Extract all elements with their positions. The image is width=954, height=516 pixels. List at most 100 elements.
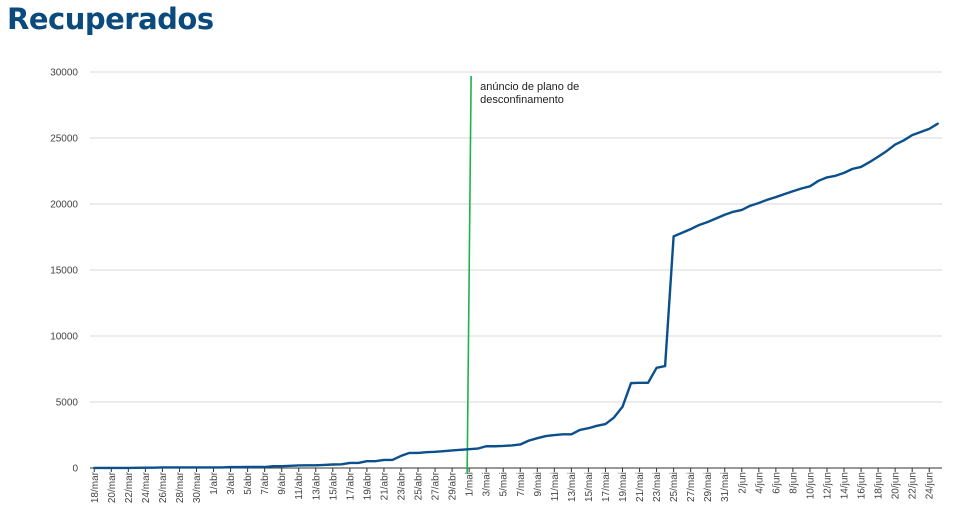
x-tick-label: 1/abr — [209, 471, 220, 494]
y-tick-label: 30000 — [50, 68, 78, 79]
x-tick-label: 31/mai — [720, 472, 731, 502]
data-point — [792, 190, 794, 192]
x-tick-label: 9/mai — [533, 472, 544, 496]
data-point — [545, 435, 547, 437]
x-tick-label: 22/mar — [124, 471, 135, 503]
x-tick-label: 20/mar — [107, 471, 118, 503]
x-tick-label: 16/jun — [857, 472, 868, 499]
x-tick-label: 5/mai — [499, 472, 510, 496]
data-point — [664, 365, 666, 367]
data-point — [246, 466, 248, 468]
data-point — [476, 447, 478, 449]
x-tick-label: 3/abr — [226, 471, 237, 494]
x-tick-label: 3/mai — [482, 472, 493, 496]
data-point — [775, 196, 777, 198]
x-tick-label: 29/abr — [448, 471, 459, 500]
data-point — [315, 464, 317, 466]
series-line — [93, 122, 939, 470]
data-point — [434, 451, 436, 453]
x-tick-label: 14/jun — [840, 472, 851, 499]
data-point — [511, 444, 513, 446]
data-point — [902, 139, 904, 141]
data-point — [323, 464, 325, 466]
x-tick-label: 15/abr — [328, 471, 339, 500]
x-tick-label: 12/jun — [822, 472, 833, 499]
data-point — [638, 382, 640, 384]
annotation-text: anúncio de plano de — [480, 81, 579, 93]
data-point — [153, 467, 155, 469]
data-point — [655, 367, 657, 369]
data-point — [519, 443, 521, 445]
x-tick-label: 30/mar — [192, 471, 203, 503]
data-point — [187, 466, 189, 468]
x-tick-label: 17/abr — [345, 471, 356, 500]
data-point — [468, 448, 470, 450]
data-point — [298, 464, 300, 466]
x-tick-label: 11/abr — [294, 471, 305, 499]
data-point — [93, 467, 95, 469]
data-point — [698, 224, 700, 226]
data-point — [749, 205, 751, 207]
data-point — [562, 433, 564, 435]
data-point — [860, 166, 862, 168]
data-point — [144, 467, 146, 469]
data-point — [766, 199, 768, 201]
data-point — [374, 460, 376, 462]
data-point — [877, 156, 879, 158]
y-tick-label: 20000 — [50, 200, 78, 211]
x-tick-label: 2/jun — [737, 472, 748, 494]
series-recuperados — [93, 122, 939, 470]
data-point — [272, 465, 274, 467]
x-tick-label: 8/jun — [788, 472, 799, 494]
data-point — [826, 176, 828, 178]
data-point — [425, 451, 427, 453]
data-point — [630, 382, 632, 384]
x-tick-label: 7/mai — [516, 472, 527, 496]
data-point — [204, 466, 206, 468]
y-tick-label: 25000 — [50, 134, 78, 145]
data-point — [570, 433, 572, 435]
data-point — [783, 193, 785, 195]
data-point — [127, 467, 129, 469]
data-point — [758, 202, 760, 204]
data-point — [724, 214, 726, 216]
data-point — [366, 460, 368, 462]
x-tick-label: 11/mai — [550, 472, 561, 501]
chart-title: Recuperados — [7, 2, 214, 36]
data-point — [119, 467, 121, 469]
data-point — [809, 185, 811, 187]
gridlines — [90, 71, 942, 469]
data-point — [195, 466, 197, 468]
y-axis-ticks: 0 5000 10000 15000 20000 25000 30000 — [50, 68, 78, 475]
data-point — [868, 161, 870, 163]
data-point — [647, 382, 649, 384]
x-tick-label: 25/abr — [414, 471, 425, 500]
data-point — [621, 406, 623, 408]
x-tick-label: 18/mar — [90, 471, 101, 503]
x-tick-label: 28/mar — [175, 471, 186, 503]
x-tick-label: 5/abr — [243, 471, 254, 494]
x-tick-label: 21/mai — [635, 472, 646, 502]
data-point — [442, 450, 444, 452]
x-tick-label: 6/jun — [771, 472, 782, 494]
x-tick-label: 4/jun — [754, 472, 765, 494]
data-point — [289, 465, 291, 467]
annotation-line — [466, 75, 472, 475]
data-point — [689, 228, 691, 230]
data-point — [459, 449, 461, 451]
data-point — [161, 466, 163, 468]
x-tick-label: 15/mai — [584, 472, 595, 502]
x-tick-label: 13/mai — [567, 472, 578, 502]
data-point — [672, 235, 674, 237]
data-point — [263, 466, 265, 468]
x-tick-label: 18/jun — [874, 472, 885, 499]
data-point — [400, 455, 402, 457]
data-point — [229, 466, 231, 468]
data-point — [579, 429, 581, 431]
data-point — [451, 449, 453, 451]
data-point — [212, 466, 214, 468]
x-tick-label: 25/mai — [669, 472, 680, 502]
data-point — [928, 128, 930, 130]
data-point — [306, 464, 308, 466]
